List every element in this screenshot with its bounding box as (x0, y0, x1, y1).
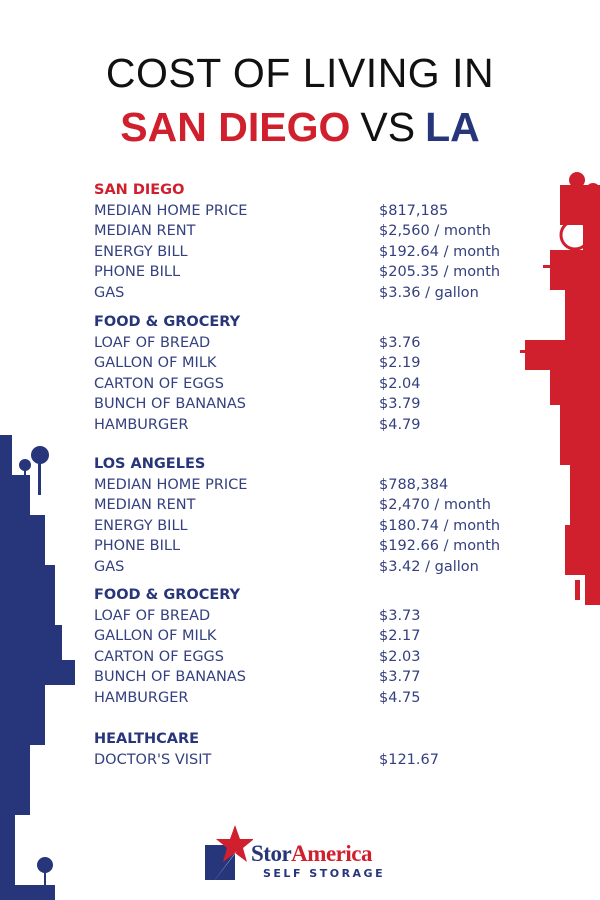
table-row: LOAF OF BREAD $3.73 (94, 606, 514, 627)
table-row: GALLON OF MILK $2.19 (94, 353, 514, 374)
logo-tagline: SELF STORAGE (263, 867, 386, 880)
row-value: $121.67 (379, 751, 439, 768)
la-skyline-icon (0, 435, 75, 900)
row-value: $180.74 / month (379, 517, 501, 534)
row-label: ENERGY BILL (94, 243, 188, 260)
row-label: CARTON OF EGGS (94, 648, 224, 665)
title-line-1: COST OF LIVING IN (105, 50, 495, 96)
table-row: LOAF OF BREAD $3.76 (94, 333, 514, 354)
table-row: ENERGY BILL $180.74 / month (94, 516, 514, 537)
table-row: MEDIAN HOME PRICE $788,384 (94, 475, 514, 496)
row-value: $192.66 / month (379, 538, 501, 554)
row-label: BUNCH OF BANANAS (94, 396, 247, 412)
table-row: GALLON OF MILK $2.17 (94, 626, 514, 647)
storamerica-logo: StorAmerica SELF STORAGE (203, 823, 403, 888)
title-line-2: SAN DIEGO VS LA (0, 104, 600, 151)
table-row: PHONE BILL $205.35 / month (94, 262, 514, 283)
table-row: MEDIAN RENT $2,560 / month (94, 221, 514, 242)
table-row: CARTON OF EGGS $2.04 (94, 374, 514, 395)
section-heading: HEALTHCARE (94, 731, 200, 747)
row-value: $205.35 / month (379, 264, 501, 280)
section-food-grocery: FOOD & GROCERY LOAF OF BREAD $3.76 GALLON O… (94, 312, 514, 435)
table-row: MEDIAN RENT $2,470 / month (94, 495, 514, 516)
row-value: $3.73 (379, 607, 421, 624)
table-row: GAS $3.42 / gallon (94, 557, 514, 578)
row-value: $2.03 (379, 648, 421, 665)
row-label: MEDIAN RENT (94, 223, 196, 239)
row-value: $192.64 / month (379, 243, 501, 260)
row-value: $3.76 (379, 334, 421, 351)
row-value: $817,185 (379, 202, 449, 219)
row-value: $788,384 (379, 476, 449, 493)
section-heading: SAN DIEGO (94, 182, 185, 198)
row-value: $3.36 / gallon (379, 284, 479, 301)
row-label: ENERGY BILL (94, 517, 188, 534)
table-row: BUNCH OF BANANAS $3.79 (94, 394, 514, 415)
row-label: HAMBURGER (94, 416, 189, 433)
table-row: BUNCH OF BANANAS $3.77 (94, 667, 514, 688)
row-label: HAMBURGER (94, 689, 189, 706)
row-label: LOAF OF BREAD (94, 607, 211, 624)
row-label: DOCTOR'S VISIT (94, 751, 212, 768)
row-value: $3.79 (379, 396, 421, 412)
row-value: $2,470 / month (379, 497, 491, 513)
logo-brand: StorAmerica (251, 841, 372, 867)
star-logo-icon (205, 825, 253, 885)
logo-brand-america: America (291, 841, 372, 866)
row-value: $4.75 (379, 689, 421, 706)
section-food-grocery: FOOD & GROCERY LOAF OF BREAD $3.73 GALLON O… (94, 585, 514, 708)
row-label: GAS (94, 558, 125, 575)
table-row: CARTON OF EGGS $2.03 (94, 647, 514, 668)
row-value: $3.77 (379, 669, 421, 685)
table-row: DOCTOR'S VISIT $121.67 (94, 750, 514, 771)
row-label: GAS (94, 284, 125, 301)
table-row: MEDIAN HOME PRICE $817,185 (94, 201, 514, 222)
row-label: MEDIAN HOME PRICE (94, 476, 248, 493)
row-label: LOAF OF BREAD (94, 334, 211, 351)
row-label: MEDIAN RENT (94, 497, 196, 513)
section-healthcare: HEALTHCARE DOCTOR'S VISIT $121.67 (94, 729, 514, 770)
table-row: PHONE BILL $192.66 / month (94, 536, 514, 557)
row-value: $2.19 (379, 355, 421, 371)
logo-brand-stor: Stor (251, 841, 292, 866)
row-label: GALLON OF MILK (94, 355, 217, 371)
row-value: $4.79 (379, 416, 421, 433)
table-row: HAMBURGER $4.75 (94, 688, 514, 709)
section-heading: FOOD & GROCERY (94, 587, 241, 603)
row-label: PHONE BILL (94, 264, 181, 280)
row-label: BUNCH OF BANANAS (94, 669, 247, 685)
table-row: HAMBURGER $4.79 (94, 415, 514, 436)
section-heading: LOS ANGELES (94, 456, 206, 472)
table-row: ENERGY BILL $192.64 / month (94, 242, 514, 263)
title-vs: VS (360, 104, 416, 150)
row-label: CARTON OF EGGS (94, 375, 224, 392)
row-value: $2.04 (379, 375, 421, 392)
row-label: PHONE BILL (94, 538, 181, 554)
row-value: $3.42 / gallon (379, 558, 479, 575)
table-row: GAS $3.36 / gallon (94, 283, 514, 304)
section-san-diego: SAN DIEGO MEDIAN HOME PRICE $817,185 MEDIAN… (94, 180, 514, 303)
san-diego-skyline-icon (520, 172, 600, 605)
title-la: LA (425, 104, 480, 150)
row-value: $2,560 / month (379, 223, 491, 239)
row-label: GALLON OF MILK (94, 628, 217, 644)
row-label: MEDIAN HOME PRICE (94, 202, 248, 219)
row-value: $2.17 (379, 628, 421, 644)
section-heading: FOOD & GROCERY (94, 314, 241, 330)
section-los-angeles: LOS ANGELES MEDIAN HOME PRICE $788,384 MEDI… (94, 454, 514, 577)
title-san-diego: SAN DIEGO (120, 104, 351, 150)
